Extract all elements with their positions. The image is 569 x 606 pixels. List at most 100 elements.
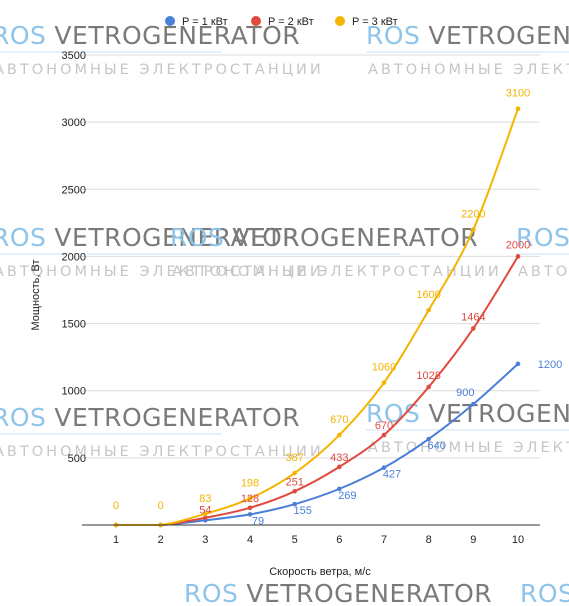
- series-3-point-10: [515, 106, 521, 112]
- data-label-s1-x7: 427: [383, 469, 401, 481]
- watermark-brand-ros: ROS: [520, 579, 569, 606]
- chart-axes: 500 1000 1500 2000 2500 3000 3500 1 2 3 4 5 6 7 8 9 10 Ск…: [30, 50, 540, 578]
- watermark-tagline: АВТОНОМНЫЕ ЭЛЕКТРОСТАНЦИИ: [368, 440, 569, 456]
- data-label-s2-x3: 54: [199, 505, 211, 517]
- legend-label-2: P = 2 кВт: [268, 16, 314, 28]
- series-1-point-5: [292, 501, 297, 507]
- series-1-point-6: [337, 486, 342, 492]
- data-label-s3-x8: 1600: [416, 289, 440, 301]
- watermark-brand-main: VETROGENERATOR: [54, 403, 300, 432]
- watermark-brand: ROS VETROGENERATOR: [184, 579, 492, 606]
- watermark-brand-ros: ROS: [366, 21, 420, 50]
- series-line-3: [116, 108, 519, 526]
- legend-label-3: P = 3 кВт: [352, 16, 398, 28]
- series-1-point-4: [247, 512, 253, 517]
- series-3-point-3: [203, 511, 208, 517]
- watermark-brand-ros: ROS: [0, 223, 46, 252]
- x-tick-label-9: 9: [470, 534, 476, 546]
- series-3-point-4: [247, 496, 253, 501]
- watermark-brand-ros: ROS: [184, 579, 238, 606]
- watermark-brand-ros: ROS: [0, 21, 46, 50]
- data-label-s1-x9: 900: [456, 387, 474, 399]
- x-tick-label-6: 6: [336, 534, 342, 546]
- watermark-layer: ROS VETROGENERATOR АВТОНОМНЫЕ ЭЛЕКТРОСТАНЦ…: [0, 21, 569, 606]
- data-label-s1-x4: 79: [252, 515, 264, 527]
- legend-swatch-3: [335, 16, 345, 26]
- series-2-point-3: [203, 515, 208, 521]
- legend-item-2: P = 2 кВт: [251, 16, 314, 28]
- series-3-point-8: [426, 307, 431, 313]
- watermark-tagline: АВТОНОМНЫЕ ЭЛЕКТРОСТАНЦИИ: [0, 264, 324, 280]
- y-tick-label-3500: 3500: [62, 50, 86, 62]
- watermark-brand-ros: ROS: [516, 223, 569, 252]
- y-tick-label-1500: 1500: [62, 319, 86, 331]
- data-label-s2-x7: 670: [375, 420, 393, 432]
- series-2-point-10: [515, 254, 521, 259]
- series-line-2: [116, 255, 519, 526]
- series-line-1: [116, 363, 519, 526]
- series-2-point-5: [292, 488, 297, 494]
- x-tick-label-1: 1: [113, 534, 119, 546]
- data-label-s2-x9: 1464: [461, 311, 485, 323]
- watermark-brand-ros: ROS: [366, 399, 420, 428]
- data-label-s3-x10: 3100: [506, 88, 530, 100]
- y-tick-label-2000: 2000: [62, 251, 86, 263]
- x-tick-label-4: 4: [247, 534, 253, 546]
- chart-data-labels: 79 155 269 427 640 900 1200 54 128 251 433 670 1028 1…: [113, 88, 562, 528]
- series-1-point-9: [471, 401, 476, 407]
- watermark-brand-main: VETROGENERATOR: [428, 21, 569, 50]
- watermark-brand: ROS VETROGENERATOR: [366, 21, 569, 50]
- series-1-point-10: [515, 361, 521, 367]
- watermark-tagline: АВТОНОМНЫЕ ЭЛЕКТРОСТАНЦИИ: [0, 62, 324, 78]
- legend-label-1: P = 1 кВт: [182, 16, 228, 28]
- data-label-s2-x8: 1028: [416, 370, 440, 382]
- chart-legend: P = 1 кВт P = 2 кВт P = 3 кВт: [165, 16, 398, 28]
- legend-swatch-2: [251, 16, 261, 26]
- x-tick-label-10: 10: [512, 534, 524, 546]
- data-label-s2-x4: 128: [241, 493, 259, 505]
- data-label-s2-x5: 251: [285, 476, 303, 488]
- x-tick-label-8: 8: [426, 534, 432, 546]
- x-axis-title: Скорость ветра, м/с: [269, 566, 371, 578]
- y-tick-label-2500: 2500: [62, 184, 86, 196]
- watermark-brand-main: VETROGENERATOR: [246, 579, 492, 606]
- data-label-s2-x6: 433: [330, 452, 348, 464]
- watermark-tagline: АВТОНОМНЫЕ ЭЛЕКТРОСТАНЦИИ: [518, 264, 569, 280]
- data-label-s1-x10: 1200: [538, 359, 562, 371]
- watermark-tagline: АВТОНОМНЫЕ ЭЛЕКТРОСТАНЦИИ: [172, 264, 502, 280]
- watermark-brand-ros: ROS: [0, 403, 46, 432]
- y-tick-label-3000: 3000: [62, 117, 86, 129]
- series-2-point-6: [337, 464, 342, 470]
- series-2-point-9: [471, 326, 476, 331]
- data-label-s1-x5: 155: [293, 505, 311, 517]
- y-tick-label-1000: 1000: [62, 386, 86, 398]
- data-label-s2-x10: 2000: [506, 239, 530, 251]
- data-label-s1-x6: 269: [338, 490, 356, 502]
- watermark-brand-ros: ROS: [170, 223, 224, 252]
- series-3-point-7: [381, 380, 387, 385]
- series-3-point-6: [337, 432, 342, 438]
- data-label-s3-x9: 2200: [461, 209, 485, 221]
- y-tick-label-500: 500: [68, 453, 86, 465]
- series-3-point-9: [471, 227, 476, 232]
- data-label-s3-x5: 387: [285, 452, 303, 464]
- series-1-point-7: [381, 465, 387, 470]
- series-2-point-8: [426, 384, 431, 390]
- series-1-point-8: [426, 436, 431, 442]
- x-tick-label-2: 2: [158, 534, 164, 546]
- x-tick-label-7: 7: [381, 534, 387, 546]
- data-label-s1-x8: 640: [427, 440, 445, 452]
- series-2-point-7: [381, 432, 387, 438]
- data-label-s3-x4: 198: [241, 477, 259, 489]
